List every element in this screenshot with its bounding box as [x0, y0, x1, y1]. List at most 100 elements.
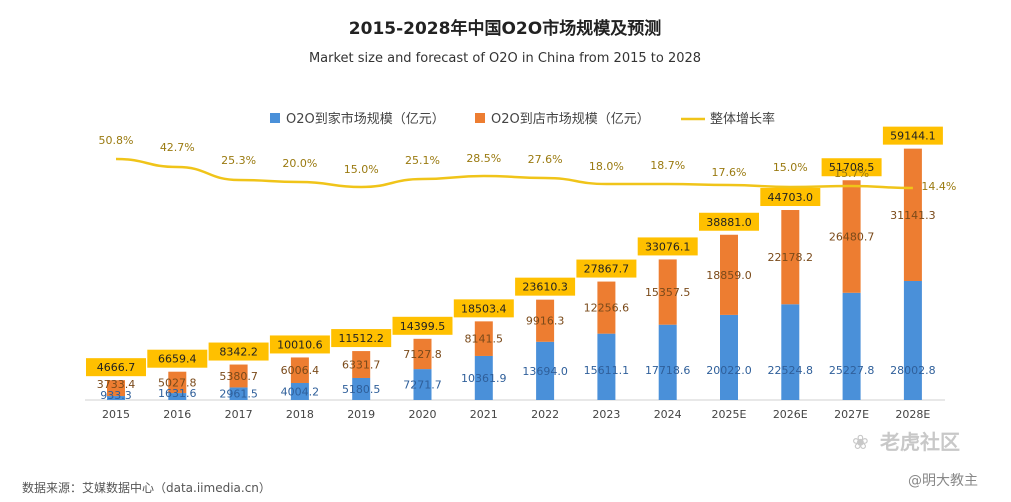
legend-home-label: O2O到家市场规模（亿元）	[286, 111, 445, 127]
x-tick-label: 2028E	[895, 408, 930, 421]
growth-line-layer: 50.8% 42.7% 25.3% 20.0% 15.0% 25.1% 28.5% 27.6%…	[99, 134, 957, 193]
label-store-value: 7127.8	[403, 348, 442, 361]
label-growth-value: 18.7%	[650, 159, 685, 172]
source-note: 数据来源：艾媒数据中心（data.iimedia.cn）	[22, 480, 271, 495]
total-box	[821, 158, 882, 177]
bar-store	[597, 281, 616, 334]
bar-store	[536, 299, 555, 342]
label-growth-value: 50.8%	[99, 134, 134, 147]
label-store-value: 6331.7	[342, 359, 381, 372]
x-tick-label: 2018	[286, 408, 314, 421]
label-total-value: 33076.1	[645, 240, 691, 253]
label-home-value: 13694.0	[522, 365, 568, 378]
label-total-value: 27867.7	[584, 263, 630, 276]
label-growth-value: 15.0%	[773, 161, 808, 174]
label-total-value: 11512.2	[338, 332, 384, 345]
total-box	[269, 335, 330, 354]
bar-home	[168, 393, 187, 400]
label-store-value: 5380.7	[219, 370, 258, 383]
label-home-value: 933.3	[100, 389, 132, 402]
legend: O2O到家市场规模（亿元） O2O到店市场规模（亿元） 整体增长率	[270, 111, 775, 127]
total-box	[453, 299, 514, 318]
label-total-value: 18503.4	[461, 302, 507, 315]
x-tick-label: 2027E	[834, 408, 869, 421]
label-growth-value: 17.6%	[712, 166, 747, 179]
label-home-value: 28002.8	[890, 364, 936, 377]
x-tick-label: 2021	[470, 408, 498, 421]
label-store-value: 18859.0	[706, 269, 752, 282]
bar-home	[290, 382, 309, 400]
x-tick-label: 2020	[409, 408, 437, 421]
label-total-value: 23610.3	[522, 281, 568, 294]
label-home-value: 4004.2	[281, 385, 320, 398]
label-home-value: 7271.7	[403, 379, 442, 392]
total-box	[147, 349, 208, 368]
bar-home	[474, 355, 493, 400]
label-store-value: 26480.7	[829, 231, 875, 244]
label-growth-value: 25.3%	[221, 154, 256, 167]
label-growth-value: 18.0%	[589, 160, 624, 173]
bar-store	[168, 371, 187, 394]
label-store-value: 5027.8	[158, 376, 197, 389]
x-tick-label: 2026E	[773, 408, 808, 421]
total-box	[576, 259, 637, 278]
total-box	[86, 358, 146, 377]
bar-home	[658, 324, 677, 400]
legend-store-swatch	[475, 113, 485, 123]
label-total-value: 51708.5	[829, 161, 875, 174]
bar-home	[781, 304, 800, 400]
label-growth-value: 20.0%	[282, 157, 317, 170]
label-growth-value: 27.6%	[528, 153, 563, 166]
label-store-value: 15357.5	[645, 286, 691, 299]
total-box	[392, 316, 453, 335]
bar-home	[536, 341, 555, 400]
bar-home	[107, 396, 125, 400]
bar-home	[903, 280, 922, 400]
label-home-value: 10361.9	[461, 372, 507, 385]
bar-store	[842, 180, 861, 293]
label-total-value: 38881.0	[706, 216, 752, 229]
bar-store	[781, 210, 800, 305]
x-tick-label: 2023	[592, 408, 620, 421]
bar-store	[720, 234, 738, 315]
total-box	[208, 342, 269, 361]
x-tick-label: 2016	[163, 408, 191, 421]
label-home-value: 20022.0	[706, 364, 752, 377]
label-growth-value: 14.4%	[921, 180, 956, 193]
label-store-value: 31141.3	[890, 209, 936, 222]
x-tick-label: 2019	[347, 408, 375, 421]
total-box	[699, 212, 759, 231]
label-growth-value: 15.0%	[344, 163, 379, 176]
watermark-main: 老虎社区	[880, 430, 960, 454]
label-store-value: 22178.2	[768, 251, 814, 264]
label-home-value: 17718.6	[645, 364, 691, 377]
bar-home	[413, 369, 432, 400]
total-box	[882, 126, 943, 145]
label-home-value: 5180.5	[342, 383, 381, 396]
chart-title: 2015-2028年中国O2O市场规模及预测	[349, 18, 661, 39]
growth-line	[115, 157, 913, 190]
bar-store	[352, 351, 371, 378]
x-tick-label: 2017	[225, 408, 253, 421]
bar-store	[903, 148, 922, 281]
label-home-value: 22524.8	[768, 364, 814, 377]
legend-store-label: O2O到店市场规模（亿元）	[491, 111, 650, 127]
label-total-value: 14399.5	[400, 320, 446, 333]
bar-home	[720, 314, 738, 400]
label-growth-value: 28.5%	[466, 152, 501, 165]
label-home-value: 2961.5	[219, 388, 258, 401]
label-store-value: 12256.6	[584, 302, 630, 315]
x-tick-label: 2025E	[712, 408, 747, 421]
label-store-value: 6006.4	[281, 364, 320, 377]
bar-store	[413, 338, 432, 370]
total-box	[637, 237, 698, 256]
label-total-value: 10010.6	[277, 338, 323, 351]
label-total-value: 6659.4	[158, 353, 197, 366]
total-box	[515, 277, 576, 296]
bar-home	[352, 377, 371, 400]
bar-store	[474, 321, 493, 356]
bar-store	[290, 357, 309, 383]
label-store-value: 8141.5	[465, 333, 504, 346]
label-growth-value: 25.1%	[405, 154, 440, 167]
